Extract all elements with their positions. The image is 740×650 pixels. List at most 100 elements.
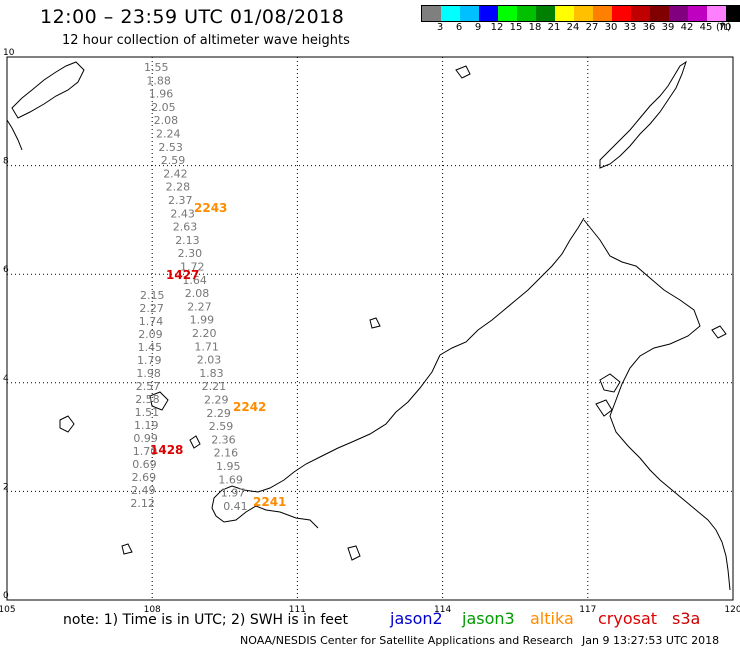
color-swatch xyxy=(650,6,669,21)
wave-height-value: 1.97 xyxy=(221,487,246,500)
legend-entry: altika xyxy=(530,609,574,628)
color-scale-label: 9 xyxy=(474,22,482,33)
color-scale-label: 42 xyxy=(680,22,694,33)
color-swatch xyxy=(479,6,498,21)
color-scale-label: 15 xyxy=(509,22,523,33)
wave-height-value: 2.57 xyxy=(136,380,161,393)
color-scale-label: 21 xyxy=(547,22,561,33)
wave-height-value: 2.59 xyxy=(161,154,186,167)
wave-height-value: 1.74 xyxy=(139,315,164,328)
x-tick-label: 108 xyxy=(144,605,161,615)
wave-height-value: 2.27 xyxy=(187,300,212,313)
map-title: 12:00 – 23:59 UTC 01/08/2018 xyxy=(40,6,345,28)
wave-height-value: 1.55 xyxy=(144,61,169,74)
island-small-1 xyxy=(189,435,201,449)
color-swatch xyxy=(707,6,726,21)
island-small-7 xyxy=(121,543,133,555)
island-small-4 xyxy=(595,399,613,417)
wave-height-value: 2.30 xyxy=(178,247,203,260)
wave-height-value: 2.21 xyxy=(202,380,227,393)
color-scale-label: 12 xyxy=(490,22,504,33)
generated-timestamp: Jan 9 13:27:53 UTC 2018 xyxy=(582,634,720,647)
wave-height-value: 2.28 xyxy=(166,181,191,194)
legend-entry: cryosat xyxy=(598,609,658,628)
wave-height-value: 0.99 xyxy=(133,432,158,445)
coastlines xyxy=(6,60,731,591)
color-swatch xyxy=(555,6,574,21)
wave-height-value: 2.29 xyxy=(204,394,229,407)
y-tick-label: 8 xyxy=(3,157,9,167)
island-small-2 xyxy=(347,545,361,561)
coastline-palawan xyxy=(599,60,687,169)
wave-height-value: 1.83 xyxy=(199,367,224,380)
wave-height-value: 2.08 xyxy=(154,114,179,127)
wave-height-value: 2.58 xyxy=(135,393,160,406)
wave-height-value: 2.49 xyxy=(131,484,156,497)
x-tick-label: 120 xyxy=(724,605,740,615)
wave-height-value: 2.08 xyxy=(185,287,210,300)
wave-height-value: 2.03 xyxy=(197,354,222,367)
color-scale-label: 36 xyxy=(642,22,656,33)
pass-number-label: 1428 xyxy=(150,443,183,457)
island-natuna xyxy=(149,391,169,411)
wave-height-value: 2.43 xyxy=(170,207,195,220)
wave-height-value: 0.41 xyxy=(223,500,248,513)
wave-height-value: 2.36 xyxy=(211,433,236,446)
color-scale-label: 18 xyxy=(528,22,542,33)
wave-height-value: 1.69 xyxy=(218,473,243,486)
color-scale-label: 3 xyxy=(436,22,444,33)
wave-height-value: 1.72 xyxy=(180,261,205,274)
coastline-malay xyxy=(11,61,85,119)
color-scale-label: 30 xyxy=(604,22,618,33)
coastline-vietnam-north xyxy=(439,217,585,356)
x-tick-label: 111 xyxy=(289,605,306,615)
wave-height-value: 1.70 xyxy=(133,445,158,458)
color-scale-bar xyxy=(421,5,740,22)
color-swatch xyxy=(460,6,479,21)
pass-number-label: 2241 xyxy=(253,495,286,509)
legend-entry: jason3 xyxy=(462,609,515,628)
wave-height-value: 1.99 xyxy=(190,314,215,327)
color-scale-label: 70 xyxy=(718,22,732,33)
color-scale-label: 39 xyxy=(661,22,675,33)
y-tick-label: 6 xyxy=(3,265,9,275)
island-small-6 xyxy=(369,317,381,329)
wave-height-value: 1.19 xyxy=(134,419,159,432)
color-swatch xyxy=(498,6,517,21)
island-small-3 xyxy=(599,373,621,393)
wave-height-value: 2.15 xyxy=(140,289,165,302)
satellite-pass-labels: 2243 1427 2242 1428 2241 xyxy=(150,201,286,509)
wave-height-value: 2.59 xyxy=(209,420,234,433)
wave-height-value: 2.13 xyxy=(175,234,200,247)
color-scale-label: 27 xyxy=(585,22,599,33)
island-anambas xyxy=(59,415,75,433)
color-swatch xyxy=(688,6,707,21)
wave-height-readings: 1.551.881.962.052.082.242.532.592.422.28… xyxy=(130,61,247,513)
color-swatch xyxy=(726,6,740,21)
y-tick-label: 4 xyxy=(3,374,9,384)
color-swatch xyxy=(612,6,631,21)
wave-height-value: 1.64 xyxy=(182,274,207,287)
pass-number-label: 1427 xyxy=(166,268,199,282)
color-swatch xyxy=(441,6,460,21)
wave-height-value: 2.42 xyxy=(163,167,188,180)
y-tick-label: 0 xyxy=(3,591,9,601)
wave-height-value: 2.69 xyxy=(132,471,157,484)
y-tick-label: 10 xyxy=(3,48,15,58)
wave-height-value: 2.05 xyxy=(151,101,176,114)
wave-height-value: 1.96 xyxy=(149,88,174,101)
wave-height-value: 2.24 xyxy=(156,128,181,141)
map-subtitle: 12 hour collection of altimeter wave hei… xyxy=(62,33,350,48)
wave-height-value: 2.63 xyxy=(173,221,198,234)
wave-height-value: 1.51 xyxy=(135,406,160,419)
color-swatch xyxy=(669,6,688,21)
coastline-borneo xyxy=(583,219,731,591)
color-swatch xyxy=(631,6,650,21)
wave-height-value: 1.79 xyxy=(137,354,162,367)
x-tick-label: 105 xyxy=(0,605,16,615)
wave-height-value: 1.98 xyxy=(136,367,161,380)
wave-height-value: 2.20 xyxy=(192,327,217,340)
color-swatch xyxy=(517,6,536,21)
wave-height-value: 2.27 xyxy=(139,302,164,315)
